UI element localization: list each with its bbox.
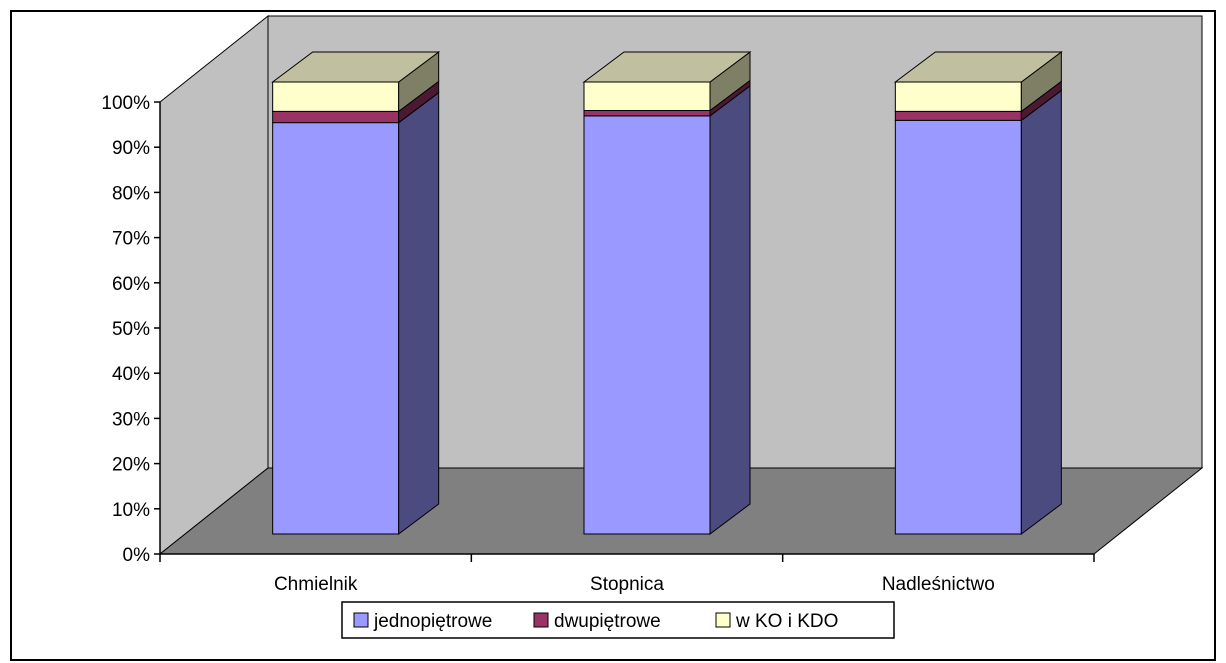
y-tick-label: 70%	[112, 229, 150, 250]
x-category-label: Nadleśnictwo	[882, 574, 995, 595]
y-tick-label: 0%	[123, 545, 151, 566]
legend-swatch[interactable]	[715, 612, 731, 628]
bar-segment-side	[1020, 89, 1062, 535]
bar-segment-front[interactable]	[272, 81, 400, 112]
side-wall	[159, 14, 269, 556]
y-tick-label: 40%	[112, 364, 150, 385]
bar-segment-front[interactable]	[583, 81, 711, 111]
x-category-label: Stopnica	[590, 574, 664, 595]
bar-segment-front[interactable]	[272, 122, 400, 535]
bar-segment-front[interactable]	[894, 81, 1022, 112]
y-tick-label: 90%	[112, 138, 150, 159]
bar-segment-side	[709, 84, 751, 535]
y-tick-label: 10%	[112, 500, 150, 521]
legend-label[interactable]: jednopiętrowe	[373, 611, 492, 632]
y-tick-label: 100%	[101, 93, 150, 114]
bar-segment-front[interactable]	[583, 109, 711, 117]
legend-swatch[interactable]	[533, 612, 549, 628]
legend-box	[341, 601, 895, 639]
bar-segment-front[interactable]	[894, 119, 1022, 535]
bar-top	[271, 51, 441, 83]
bar-top	[893, 51, 1063, 83]
bar-segment-front[interactable]	[894, 110, 1022, 121]
y-tick-label: 30%	[112, 409, 150, 430]
legend-label[interactable]: w KO i KDO	[735, 611, 838, 632]
x-category-label: Chmielnik	[274, 574, 358, 595]
bar-segment-front[interactable]	[583, 115, 711, 535]
bar-segment-side	[398, 91, 440, 535]
y-tick-label: 50%	[112, 319, 150, 340]
bar-top	[582, 51, 752, 83]
legend-swatch[interactable]	[353, 612, 369, 628]
y-tick-label: 20%	[112, 455, 150, 476]
stacked-bar-chart: 0% 10% 20% 30% 40% 50% 60% 70% 80% 90% 100% Chmieln…	[101, 14, 1204, 639]
y-tick-label: 80%	[112, 183, 150, 204]
y-tick-label: 60%	[112, 274, 150, 295]
bar-segment-front[interactable]	[272, 110, 400, 124]
chart-frame: 0% 10% 20% 30% 40% 50% 60% 70% 80% 90% 100% Chmieln…	[10, 10, 1216, 661]
legend-label[interactable]: dwupiętrowe	[554, 611, 661, 632]
